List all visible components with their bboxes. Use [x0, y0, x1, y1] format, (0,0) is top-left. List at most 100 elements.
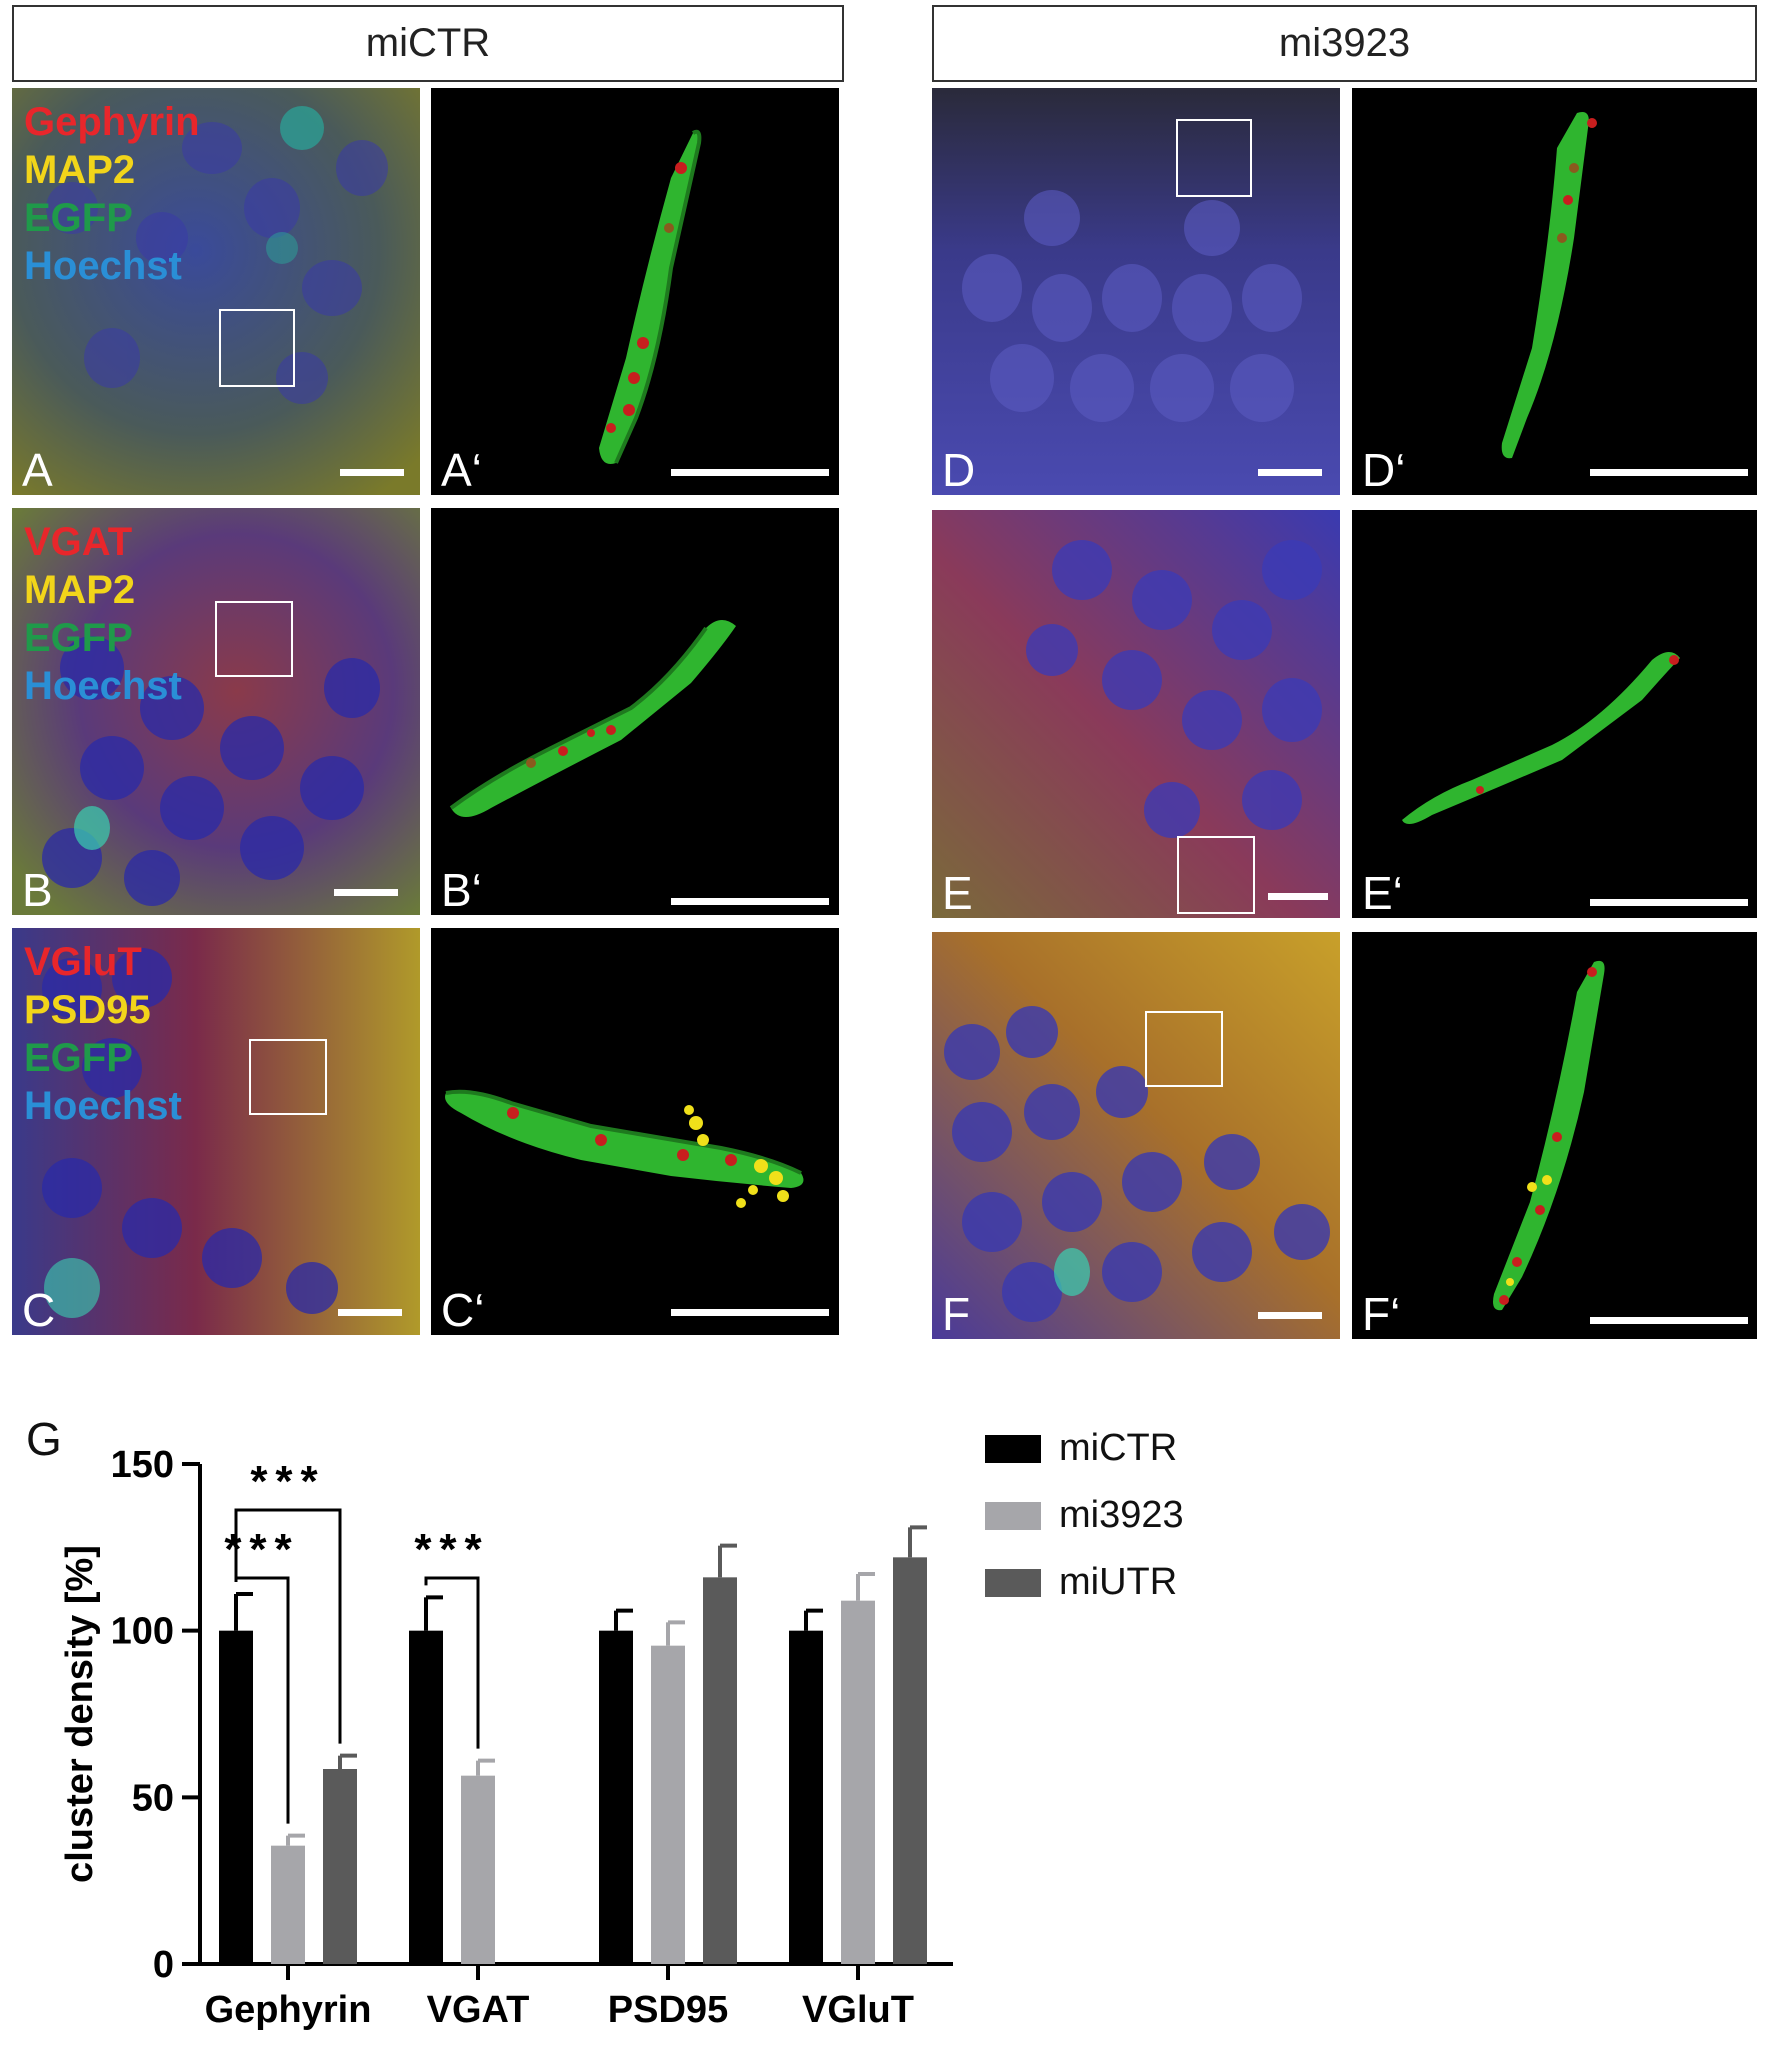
dendrite-reconstruction [1501, 112, 1597, 459]
micrograph-panel-F: F [932, 932, 1340, 1339]
micrograph-image [932, 88, 1340, 495]
significance-label: *** [414, 1525, 489, 1574]
micrograph-image [932, 932, 1340, 1339]
y-axis-label: cluster density [%] [59, 1545, 101, 1883]
x-tick-label: VGAT [427, 1989, 530, 2031]
legend-item: mi3923 [985, 1482, 1184, 1549]
scale-bar [1268, 893, 1328, 900]
y-tick-label: 100 [111, 1611, 174, 1653]
bar [789, 1630, 823, 1964]
y-tick-label: 50 [132, 1777, 174, 1819]
panel-label: A [22, 444, 53, 495]
scale-bar [1590, 899, 1748, 906]
bar [841, 1600, 875, 1964]
significance-label: *** [250, 1457, 325, 1506]
y-tick-label: 0 [153, 1944, 174, 1986]
micrograph-panel-C: VGluT PSD95 EGFP Hoechst C [12, 928, 420, 1335]
legend-label: mi3923 [1059, 1494, 1184, 1536]
marker-label: EGFP [24, 1036, 133, 1080]
bar [271, 1845, 305, 1964]
marker-label: Hoechst [24, 244, 182, 288]
dendrite-reconstruction [449, 619, 736, 817]
x-tick-label: VGluT [802, 1989, 914, 2031]
bar [651, 1645, 685, 1964]
scale-bar [1258, 1312, 1322, 1319]
y-tick-label: 150 [111, 1444, 174, 1486]
marker-label: EGFP [24, 196, 133, 240]
scale-bar [671, 469, 829, 476]
x-tick-label: Gephyrin [205, 1989, 372, 2031]
scale-bar [671, 1309, 829, 1316]
micrograph-panel-E: E [932, 510, 1340, 918]
header-mi3923: mi3923 [932, 5, 1757, 82]
panel-label: E‘ [1362, 867, 1403, 918]
scale-bar [671, 898, 829, 905]
panel-label: B‘ [441, 864, 482, 915]
reconstruction-panel-F-prime: F‘ [1352, 932, 1757, 1339]
scale-bar [1590, 1317, 1748, 1324]
scale-bar [1590, 469, 1748, 476]
panel-label: D [942, 444, 976, 495]
marker-label: VGAT [24, 520, 133, 564]
micrograph-panel-A: Gephyrin MAP2 EGFP Hoechst A [12, 88, 420, 495]
bar [409, 1630, 443, 1964]
panel-label: C [22, 1284, 56, 1335]
marker-label: MAP2 [24, 568, 136, 612]
micrograph-image [12, 508, 420, 915]
panel-label-G: G [26, 1413, 62, 1465]
marker-legend: Gephyrin MAP2 EGFP Hoechst [24, 98, 200, 290]
significance-bracket [424, 1576, 480, 1749]
micrograph-image [12, 88, 420, 495]
header-miCTR: miCTR [12, 5, 844, 82]
panel-label: F‘ [1362, 1288, 1401, 1339]
dendrite-reconstruction [445, 1089, 804, 1208]
dendrite-reconstruction [1402, 651, 1680, 824]
bar [323, 1769, 357, 1964]
dendrite-reconstruction [1493, 960, 1605, 1311]
micrograph-panel-B: VGAT MAP2 EGFP Hoechst B [12, 508, 420, 915]
cluster-density-chart: 0 50 100 150 cluster density [%] Gephyrin VGAT… [59, 1444, 953, 2031]
marker-label: Hoechst [24, 664, 182, 708]
micrograph-image [932, 510, 1340, 918]
marker-label: MAP2 [24, 148, 136, 192]
panel-label: E [942, 867, 973, 918]
legend-swatch [985, 1501, 1041, 1530]
legend-swatch [985, 1568, 1041, 1597]
chart-legend: miCTR mi3923 miUTR [985, 1415, 1184, 1616]
legend-item: miUTR [985, 1549, 1184, 1616]
bar [599, 1630, 633, 1964]
panel-label: F [942, 1288, 971, 1339]
dendrite-reconstruction [599, 129, 702, 464]
marker-legend: VGAT MAP2 EGFP Hoechst [24, 518, 182, 710]
scale-bar [334, 889, 398, 896]
reconstruction-panel-B-prime: B‘ [431, 508, 839, 915]
scale-bar [338, 1309, 402, 1316]
marker-label: PSD95 [24, 988, 151, 1032]
reconstruction-panel-E-prime: E‘ [1352, 510, 1757, 918]
panel-label: D‘ [1362, 444, 1406, 495]
micrograph-panel-D: D [932, 88, 1340, 495]
legend-label: miUTR [1059, 1561, 1178, 1603]
bar [893, 1557, 927, 1964]
significance-bracket [234, 1508, 342, 1744]
scale-bar [1258, 469, 1322, 476]
marker-label: Hoechst [24, 1084, 182, 1128]
bar [703, 1577, 737, 1964]
marker-label: EGFP [24, 616, 133, 660]
reconstruction-panel-A-prime: A‘ [431, 88, 839, 495]
x-tick-label: PSD95 [608, 1989, 728, 2031]
panel-label: A‘ [441, 444, 482, 495]
reconstruction-panel-D-prime: D‘ [1352, 88, 1757, 495]
bar [461, 1775, 495, 1964]
scale-bar [340, 469, 404, 476]
legend-swatch [985, 1434, 1041, 1463]
marker-label: VGluT [24, 940, 142, 984]
reconstruction-panel-C-prime: C‘ [431, 928, 839, 1335]
panel-label: C‘ [441, 1284, 485, 1335]
panel-label: B [22, 864, 53, 915]
legend-label: miCTR [1059, 1427, 1178, 1469]
legend-item: miCTR [985, 1415, 1184, 1482]
micrograph-image [12, 928, 420, 1335]
marker-label: Gephyrin [24, 100, 200, 144]
bar [219, 1630, 253, 1964]
